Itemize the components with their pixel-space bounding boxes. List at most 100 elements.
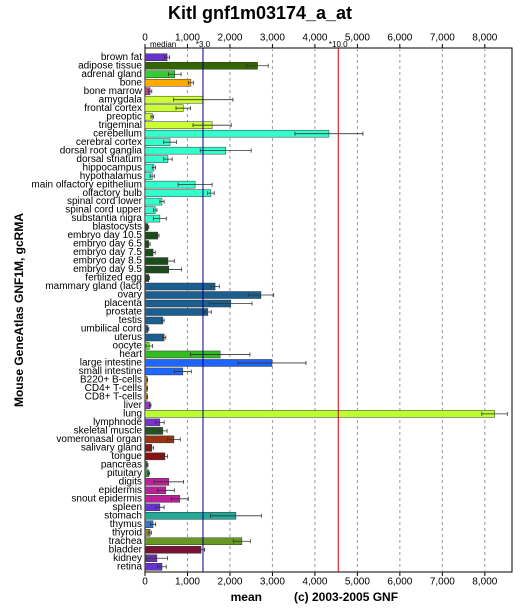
error-bar (146, 386, 148, 391)
category-label: thymus (110, 519, 142, 530)
error-bar (209, 301, 253, 306)
chart-title: Kitl gnf1m03174_a_at (168, 3, 352, 23)
category-label: adrenal gland (81, 69, 142, 80)
error-bar (175, 106, 191, 111)
error-bar (170, 496, 189, 501)
x-tick-label: 4,000 (302, 577, 327, 588)
error-bar (237, 360, 307, 365)
bar (144, 231, 158, 240)
error-bar (157, 564, 167, 569)
error-bar (151, 165, 157, 170)
x-tick-label: 3,000 (260, 33, 285, 44)
error-bar (149, 445, 154, 450)
category-label: epidermis (99, 485, 142, 496)
error-bar (162, 335, 167, 340)
error-bar (156, 233, 160, 238)
error-bar (148, 530, 152, 535)
error-bar (148, 403, 152, 408)
category-label: embryo day 7.5 (73, 247, 142, 258)
error-bar (481, 411, 508, 416)
error-bar (161, 318, 165, 323)
category-label: stomach (104, 510, 142, 521)
category-label: retina (117, 561, 142, 572)
bar (144, 308, 209, 316)
category-label: skeletal muscle (74, 426, 143, 437)
error-bar (145, 343, 154, 348)
category-label: main olfactory epithelium (31, 179, 142, 190)
category-label: lymphnode (93, 417, 142, 428)
error-bar (147, 242, 151, 247)
category-label: digits (119, 476, 142, 487)
error-bar (190, 352, 251, 357)
category-label: embryo day 6.5 (73, 239, 142, 250)
category-label: hippocampus (83, 162, 142, 173)
bar (144, 197, 163, 206)
error-bar (155, 420, 165, 425)
error-bar (167, 437, 181, 442)
x-tick-label: 4,000 (302, 33, 327, 44)
error-bar (207, 191, 215, 196)
category-label: salivary gland (81, 443, 142, 454)
error-bar (159, 199, 165, 204)
category-label: ovary (118, 290, 142, 301)
x-tick-label: 7,000 (430, 577, 455, 588)
median-label: median (150, 40, 176, 49)
error-bar (187, 80, 194, 85)
bar (144, 546, 202, 554)
category-label: small intestine (79, 366, 143, 377)
error-bar (150, 522, 157, 527)
category-label: blastocysts (93, 222, 142, 233)
category-label: thyroid (112, 527, 142, 538)
category-label: CD8+ T-cells (85, 392, 142, 403)
category-label: adipose tissue (78, 60, 142, 71)
error-bar (232, 539, 251, 544)
error-bar (146, 225, 150, 230)
error-bar (161, 259, 175, 264)
category-label: substantia nigra (71, 213, 142, 224)
reference-label: *10.0 (329, 40, 348, 49)
error-bar (153, 216, 167, 221)
error-bar (150, 250, 156, 255)
category-label: oocyte (113, 341, 143, 352)
error-bar (155, 267, 182, 272)
bar (144, 189, 212, 197)
category-label: spleen (113, 502, 142, 513)
category-label: snout epidermis (71, 493, 142, 504)
error-bar (146, 377, 148, 382)
error-bar (149, 174, 155, 179)
category-label: prostate (106, 307, 143, 318)
category-label: bone (120, 77, 143, 88)
error-bar (163, 157, 173, 162)
x-tick-label: 0 (142, 577, 148, 588)
bar (144, 53, 168, 61)
x-tick-label: 8,000 (472, 33, 497, 44)
error-bar (146, 394, 148, 399)
credit: (c) 2003-2005 GNF (294, 590, 398, 604)
x-axis-label: mean (231, 590, 262, 604)
error-bar (173, 369, 192, 374)
category-label: embryo day 10.5 (68, 230, 143, 241)
category-label: pituitary (107, 468, 142, 479)
error-bar (158, 428, 168, 433)
category-label: trachea (109, 536, 143, 547)
x-tick-label: 6,000 (387, 577, 412, 588)
error-bar (150, 114, 154, 119)
category-label: frontal cortex (84, 103, 142, 114)
bar (144, 452, 166, 461)
y-axis-label: Mouse GeneAtlas GNF1M, gcRMA (12, 213, 26, 407)
error-bar (192, 123, 232, 128)
x-tick-label: 1,000 (175, 577, 200, 588)
category-label: placenta (104, 298, 142, 309)
error-bar (247, 293, 275, 298)
category-label: fertilized egg (85, 273, 142, 284)
category-label: liver (124, 400, 143, 411)
reference-label: *3.0 (196, 40, 211, 49)
category-label: embryo day 9.5 (73, 264, 142, 275)
bar (144, 61, 258, 70)
category-label: bladder (109, 544, 143, 555)
error-bar (210, 513, 262, 518)
category-label: brown fat (101, 52, 142, 63)
error-bar (153, 208, 158, 213)
category-label: mammary gland (lact) (45, 281, 142, 292)
error-bar (294, 131, 364, 136)
